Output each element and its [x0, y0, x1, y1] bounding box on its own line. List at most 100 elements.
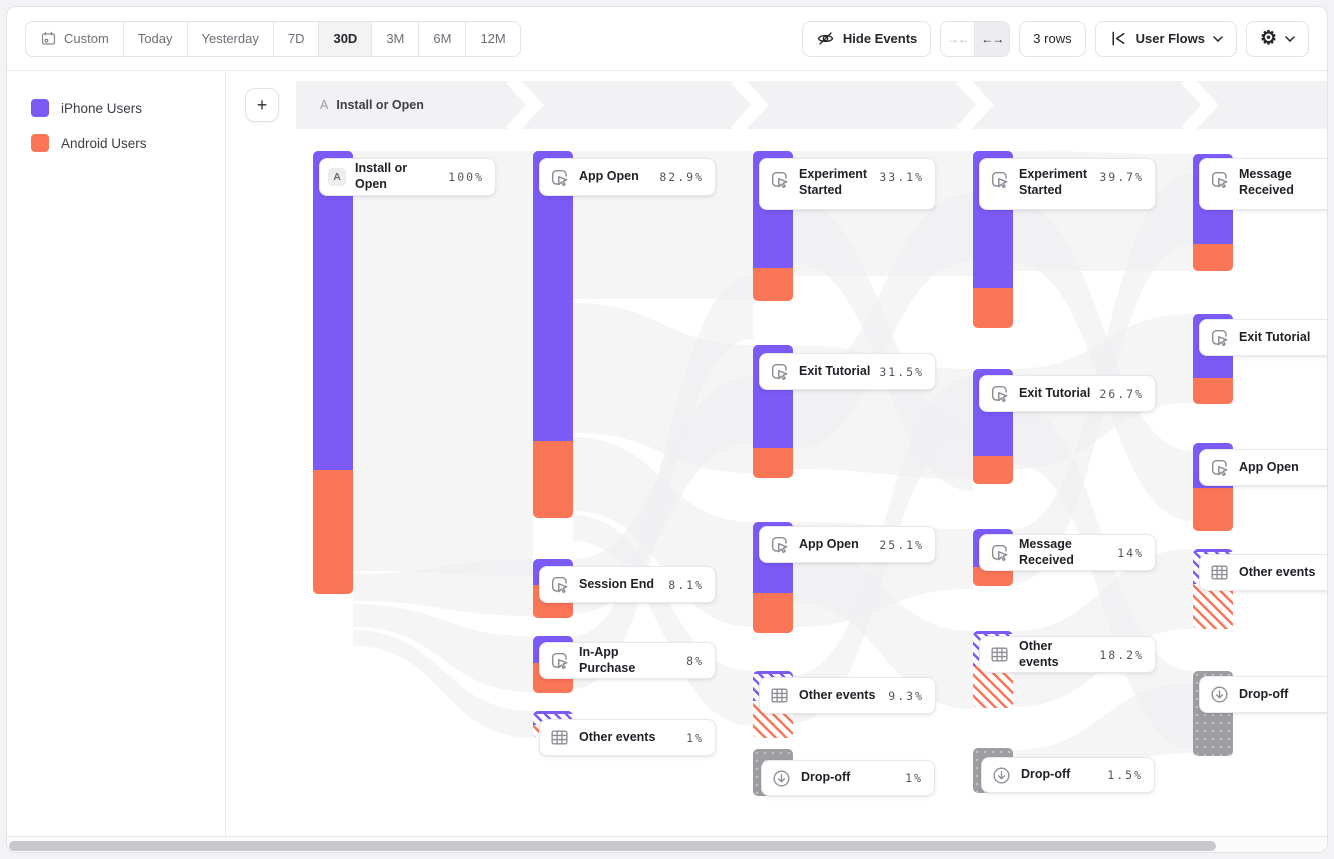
date-range-3m[interactable]: 3M: [372, 21, 420, 56]
flow-node-pct: 33.1%: [879, 170, 924, 184]
collapse-columns-button[interactable]: →←: [941, 21, 976, 56]
cursor-click-icon: [768, 534, 790, 556]
flow-node-app-open[interactable]: App Open 25.1%: [759, 526, 936, 563]
date-range-12m[interactable]: 12M: [466, 21, 520, 56]
rows-label: 3 rows: [1033, 31, 1072, 46]
flow-node-drop-off[interactable]: Drop-off 1.5%: [981, 757, 1155, 793]
flow-node-label: App Open: [579, 169, 639, 184]
horizontal-scrollbar-thumb[interactable]: [9, 841, 1216, 851]
collapse-arrows-icon: →←: [946, 31, 970, 46]
app-window: Custom Today Yesterday 7D 30D 3M 6M 12M …: [6, 6, 1328, 853]
flow-node-app-open[interactable]: App Open 82.9%: [539, 158, 716, 196]
flow-bar-app-open[interactable]: [533, 151, 573, 518]
step-a-badge: A: [328, 168, 346, 186]
flow-node-label: Exit Tutorial: [1019, 385, 1091, 400]
date-range-6m[interactable]: 6M: [419, 21, 467, 56]
date-range-today[interactable]: Today: [123, 21, 188, 56]
date-range-30d[interactable]: 30D: [319, 21, 373, 56]
flow-node-pct: 1.5%: [1107, 768, 1143, 782]
view-selector-button[interactable]: User Flows: [1094, 20, 1237, 57]
flow-node-label: Other events: [579, 729, 656, 744]
flow-node-pct: 100%: [448, 170, 484, 184]
hide-events-button[interactable]: Hide Events: [801, 20, 932, 57]
flow-node-pct: 9.3%: [888, 688, 924, 703]
flow-node-install-or-open[interactable]: A Install or Open 100%: [319, 158, 496, 196]
flow-node-exit-tutorial[interactable]: Exit Tutorial: [1199, 319, 1327, 356]
cursor-click-icon: [988, 542, 1010, 564]
flow-node-label: Exit Tutorial: [1239, 329, 1311, 344]
cursor-click-icon: [1208, 457, 1230, 479]
rows-button[interactable]: 3 rows: [1019, 20, 1086, 57]
flow-node-app-open[interactable]: App Open: [1199, 449, 1327, 486]
date-range-7d[interactable]: 7D: [273, 21, 320, 56]
cursor-click-icon: [768, 168, 790, 190]
flow-canvas: + A Install or Open A Install or Ope: [226, 71, 1327, 836]
cursor-click-icon: [548, 650, 570, 672]
flow-node-pct: 31.5%: [879, 364, 924, 379]
legend-item-iphone-users[interactable]: iPhone Users: [31, 99, 225, 117]
flow-node-drop-off[interactable]: Drop-off: [1199, 676, 1327, 713]
step-a-header: A Install or Open: [320, 81, 424, 129]
date-range-label: 12M: [480, 31, 506, 46]
flow-node-label: App Open: [1239, 459, 1299, 474]
flow-node-pct: 39.7%: [1099, 170, 1144, 184]
flow-node-pct: 8.1%: [668, 577, 704, 592]
cursor-click-icon: [548, 574, 570, 596]
date-range-custom[interactable]: Custom: [26, 21, 124, 56]
flow-node-pct: 8%: [686, 653, 704, 668]
date-range-yesterday[interactable]: Yesterday: [187, 21, 274, 56]
flow-node-label: Other events: [1239, 564, 1316, 579]
flow-node-in-app-purchase[interactable]: In-App Purchase 8%: [539, 642, 716, 679]
flow-node-label: Message Received: [1239, 167, 1294, 197]
step-title: Install or Open: [336, 98, 424, 112]
drop-off-icon: [990, 764, 1012, 786]
flow-node-label: Drop-off: [801, 770, 851, 785]
flow-node-label: Message Received: [1019, 536, 1074, 567]
date-range-label: 7D: [287, 31, 305, 46]
flow-node-experiment-started[interactable]: Experiment Started 39.7%: [979, 158, 1156, 210]
grid-icon: [1208, 562, 1230, 584]
toolbar: Custom Today Yesterday 7D 30D 3M 6M 12M …: [7, 7, 1327, 71]
flow-node-session-end[interactable]: Session End 8.1%: [539, 566, 716, 603]
flow-node-label: Exit Tutorial: [799, 363, 871, 378]
flow-node-other-events[interactable]: Other events 9.3%: [759, 677, 936, 714]
date-range-group: Custom Today Yesterday 7D 30D 3M 6M 12M: [25, 20, 521, 57]
flow-node-other-events[interactable]: Other events: [1199, 554, 1327, 591]
toolbar-right: Hide Events →← ←→ 3 rows User Flows ⚙: [801, 20, 1309, 57]
flow-node-label: Drop-off: [1021, 767, 1071, 782]
hide-events-label: Hide Events: [842, 31, 918, 46]
flow-node-message-received[interactable]: Message Received 14%: [979, 534, 1156, 571]
legend-item-android-users[interactable]: Android Users: [31, 134, 225, 152]
collapse-expand-toggle: →← ←→: [940, 20, 1011, 57]
flow-node-pct: 25.1%: [879, 537, 924, 552]
bar-segment-android: [753, 593, 793, 633]
flow-node-other-events[interactable]: Other events 18.2%: [979, 636, 1156, 673]
expand-columns-button[interactable]: ←→: [975, 21, 1010, 56]
view-selector-label: User Flows: [1135, 31, 1205, 46]
step-header-band[interactable]: A Install or Open: [296, 81, 1327, 129]
flow-node-pct: 1%: [905, 771, 923, 785]
flow-node-pct: 82.9%: [659, 170, 704, 184]
horizontal-scrollbar-track[interactable]: [7, 836, 1327, 852]
flow-node-pct: 26.7%: [1099, 386, 1144, 401]
flow-bar-install-or-open[interactable]: [313, 151, 353, 594]
chevron-down-icon: [1213, 35, 1223, 42]
bar-segment-android: [973, 456, 1013, 484]
flow-node-experiment-started[interactable]: Experiment Started 33.1%: [759, 158, 936, 210]
flow-node-message-received[interactable]: Message Received: [1199, 158, 1327, 210]
cursor-click-icon: [548, 166, 570, 188]
flow-node-pct: 14%: [1117, 545, 1144, 560]
date-range-label: Today: [137, 31, 173, 46]
legend-label: iPhone Users: [61, 100, 143, 116]
flow-node-label: Other events: [799, 687, 876, 702]
flow-node-other-events[interactable]: Other events 1%: [539, 719, 716, 756]
bar-segment-android: [1193, 488, 1233, 531]
bar-segment-iphone: [313, 151, 353, 470]
flow-node-exit-tutorial[interactable]: Exit Tutorial 31.5%: [759, 353, 936, 390]
flow-node-exit-tutorial[interactable]: Exit Tutorial 26.7%: [979, 375, 1156, 412]
settings-button[interactable]: ⚙: [1245, 20, 1309, 57]
add-step-button[interactable]: +: [245, 88, 279, 122]
flow-node-drop-off[interactable]: Drop-off 1%: [761, 760, 935, 796]
cursor-click-icon: [1208, 168, 1230, 190]
legend-label: Android Users: [61, 135, 147, 151]
